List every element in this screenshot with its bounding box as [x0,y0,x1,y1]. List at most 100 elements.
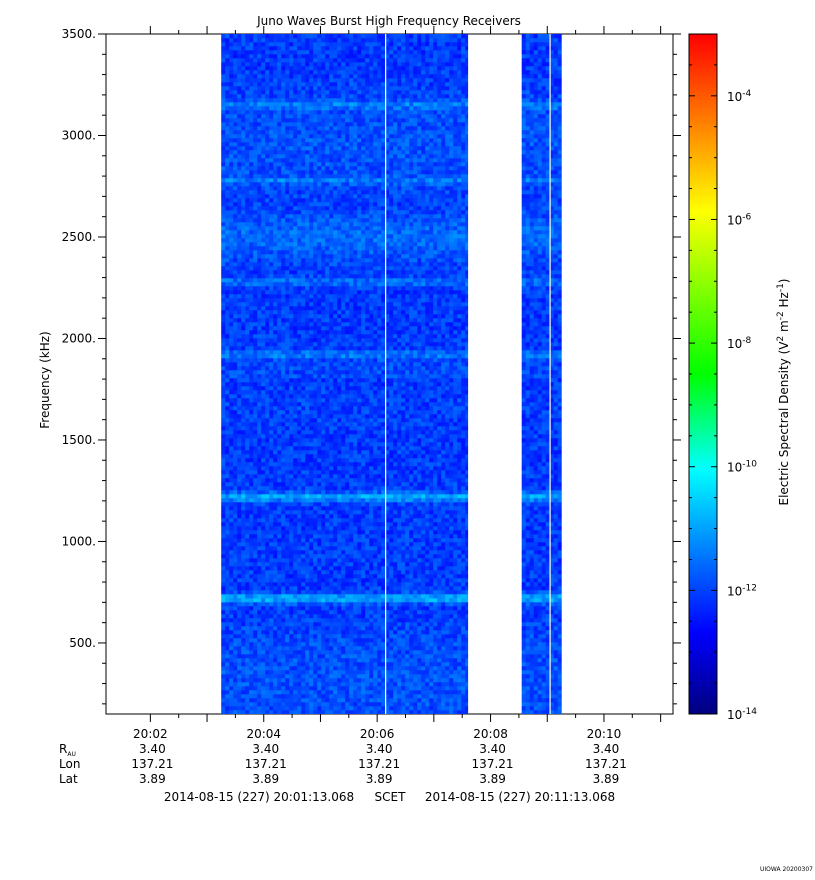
spectrogram-cell [233,682,238,687]
spectrogram-cell [341,678,346,683]
spectrogram-cell [401,690,406,695]
spectrogram-cell [457,458,462,463]
spectrogram-cell [305,406,310,411]
spectrogram-cell [409,578,414,583]
spectrogram-cell [413,442,418,447]
spectrogram-cell [237,410,242,415]
spectrogram-cell [445,558,450,563]
spectrogram-cell [301,686,306,691]
spectrogram-cell [381,618,386,623]
spectrogram-cell [345,410,350,415]
spectrogram-cell [317,522,322,527]
spectrogram-cell [353,534,358,539]
spectrogram-cell [405,622,410,627]
spectrogram-cell [409,478,414,483]
spectrogram-cell [433,430,438,435]
spectrogram-cell [273,530,278,535]
spectrogram-cell [377,626,382,631]
spectrogram-cell [365,558,370,563]
spectrogram-cell [277,594,282,599]
spectrogram-cell [385,574,390,579]
spectrogram-cell [381,406,386,411]
spectrogram-cell [325,694,330,699]
spectrogram-cell [449,646,454,651]
spectrogram-cell [437,530,442,535]
spectrogram-cell [361,690,366,695]
spectrogram-cell [457,494,462,499]
spectrogram-cell [397,398,402,403]
spectrogram-cell [389,694,394,699]
spectrogram-cell [237,690,242,695]
spectrogram-cell [309,550,314,555]
spectrogram-cell [413,418,418,423]
spectrogram-cell [321,566,326,571]
spectrogram-cell [429,678,434,683]
spectrogram-cell [441,422,446,427]
spectrogram-cell [229,514,234,519]
spectrogram-cell [441,694,446,699]
spectrogram-cell [457,686,462,691]
spectrogram-cell [277,502,282,507]
spectrogram-cell [281,446,286,451]
spectrogram-cell [381,538,386,543]
spectrogram-cell [241,566,246,571]
spectrogram-cell [429,618,434,623]
spectrogram-cell [221,574,226,579]
spectrogram-cell [441,394,446,399]
spectrogram-cell [361,518,366,523]
spectrogram-cell [233,650,238,655]
spectrogram-cell [269,582,274,587]
spectrogram-cell [377,506,382,511]
spectrogram-cell [261,494,266,499]
spectrogram-cell [281,630,286,635]
spectrogram-cell [409,418,414,423]
spectrogram-cell [329,678,334,683]
spectrogram-cell [241,670,246,675]
spectrogram-cell [425,434,430,439]
spectrogram-cell [329,658,334,663]
spectrogram-cell [241,550,246,555]
spectrogram-cell [405,426,410,431]
spectrogram-cell [265,618,270,623]
spectrogram-cell [465,562,469,567]
spectrogram-cell [249,514,254,519]
spectrogram-cell [333,434,338,439]
spectrogram-cell [329,486,334,491]
spectrogram-cell [297,458,302,463]
spectrogram-cell [397,502,402,507]
spectrogram-cell [353,514,358,519]
spectrogram-cell [373,610,378,615]
spectrogram-cell [393,482,398,487]
spectrogram-cell [413,658,418,663]
spectrogram-cell [333,698,338,703]
spectrogram-cell [229,566,234,571]
spectrogram-cell [441,486,446,491]
spectrogram-cell [437,614,442,619]
spectrogram-cell [449,418,454,423]
spectrogram-cell [273,438,278,443]
spectrogram-cell [357,566,362,571]
spectrogram-cell [329,626,334,631]
spectrogram-cell [261,614,266,619]
spectrogram-cell [289,442,294,447]
spectrogram-cell [377,546,382,551]
spectrogram-cell [381,458,386,463]
spectrogram-cell [385,502,390,507]
spectrogram-cell [233,494,238,499]
spectrogram-cell [329,518,334,523]
spectrogram-cell [333,706,338,711]
spectrogram-cell [409,526,414,531]
spectrogram-cell [413,546,418,551]
spectrogram-cell [369,546,374,551]
spectrogram-cell [409,422,414,427]
spectrogram-cell [381,574,386,579]
spectrogram-cell [321,542,326,547]
spectrogram-cell [405,406,410,411]
spectrogram-cell [249,682,254,687]
spectrogram-cell [409,494,414,499]
spectrogram-cell [353,618,358,623]
spectrogram-cell [413,514,418,519]
spectrogram-cell [433,466,438,471]
spectrogram-cell [309,698,314,703]
spectrogram-cell [241,654,246,659]
